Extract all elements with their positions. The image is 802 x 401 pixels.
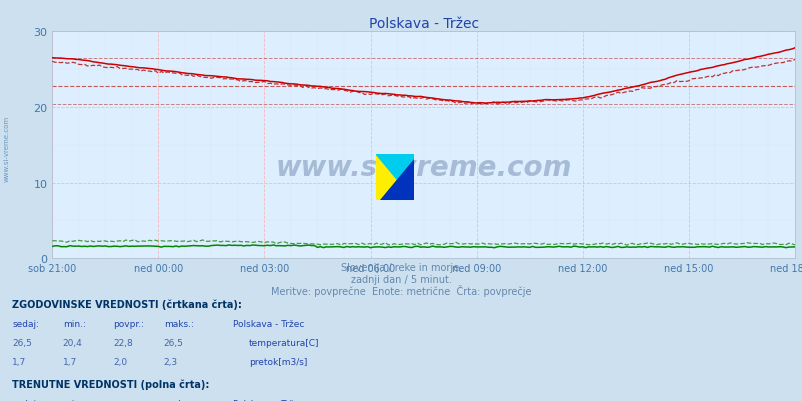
Text: www.si-vreme.com: www.si-vreme.com (275, 154, 571, 182)
Text: zadnji dan / 5 minut.: zadnji dan / 5 minut. (350, 275, 452, 285)
Text: maks.:: maks.: (164, 319, 193, 328)
Text: 22,8: 22,8 (113, 338, 133, 347)
Text: 20,4: 20,4 (63, 338, 83, 347)
Text: 1,7: 1,7 (12, 358, 26, 367)
Title: Polskava - Tržec: Polskava - Tržec (368, 17, 478, 31)
Text: pretok[m3/s]: pretok[m3/s] (249, 358, 307, 367)
Text: 2,0: 2,0 (113, 358, 128, 367)
Text: 26,5: 26,5 (12, 338, 32, 347)
Polygon shape (375, 154, 414, 200)
Text: 1,7: 1,7 (63, 358, 77, 367)
Text: Slovenija / reke in morje.: Slovenija / reke in morje. (341, 263, 461, 273)
Text: www.si-vreme.com: www.si-vreme.com (3, 115, 10, 181)
Text: ZGODOVINSKE VREDNOSTI (črtkana črta):: ZGODOVINSKE VREDNOSTI (črtkana črta): (12, 298, 241, 309)
Text: Polskava - Tržec: Polskava - Tržec (233, 319, 304, 328)
Text: sedaj:: sedaj: (12, 399, 39, 401)
Text: Polskava - Tržec: Polskava - Tržec (233, 399, 304, 401)
Text: Meritve: povprečne  Enote: metrične  Črta: povprečje: Meritve: povprečne Enote: metrične Črta:… (271, 285, 531, 297)
Text: TRENUTNE VREDNOSTI (polna črta):: TRENUTNE VREDNOSTI (polna črta): (12, 378, 209, 389)
Text: 26,5: 26,5 (164, 338, 184, 347)
Text: min.:: min.: (63, 399, 85, 401)
Text: povpr.:: povpr.: (113, 399, 144, 401)
Text: povpr.:: povpr.: (113, 319, 144, 328)
Text: temperatura[C]: temperatura[C] (249, 338, 319, 347)
Polygon shape (375, 154, 414, 200)
Text: maks.:: maks.: (164, 399, 193, 401)
Text: 2,3: 2,3 (164, 358, 178, 367)
Text: sedaj:: sedaj: (12, 319, 39, 328)
Text: min.:: min.: (63, 319, 85, 328)
Polygon shape (379, 160, 414, 200)
